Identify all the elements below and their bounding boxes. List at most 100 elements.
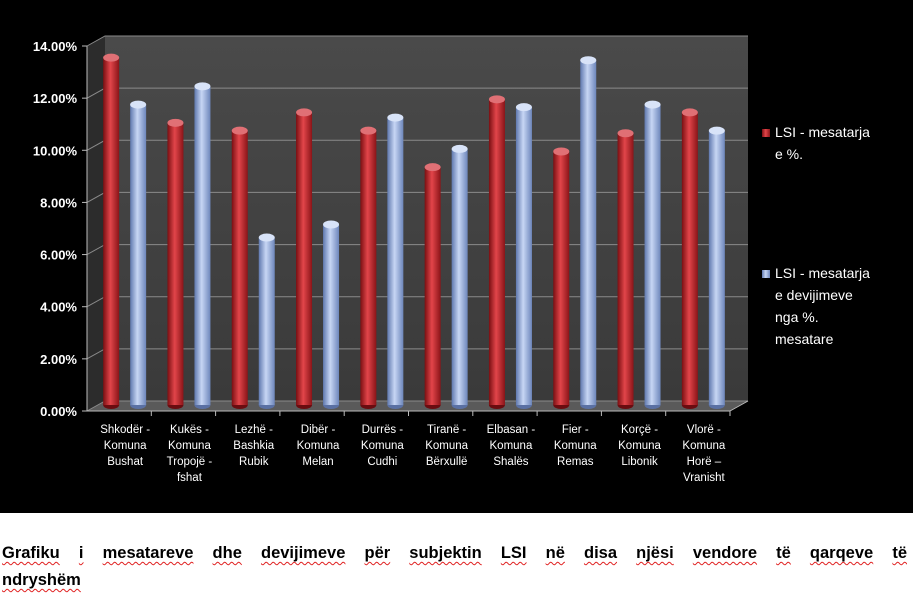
bar-chart: 0.00% 2.00% 4.00% 6.00% 8.00% 10.00% 12.00% 14.… bbox=[33, 35, 870, 484]
x-tick-label-line: Rubik bbox=[239, 456, 269, 468]
bar bbox=[167, 118, 184, 409]
caption-word: të bbox=[776, 544, 791, 562]
x-axis-depth bbox=[729, 400, 749, 412]
bar bbox=[130, 100, 147, 409]
x-tick-label-line: Melan bbox=[302, 456, 333, 468]
x-tick-label: Fier - Komuna Remas bbox=[554, 424, 597, 468]
x-tick-label-line: Komuna bbox=[554, 440, 597, 452]
bar bbox=[258, 233, 275, 409]
x-tick-label: Shkodër - Komuna Bushat bbox=[100, 424, 150, 468]
figure-caption: Grafiku i mesatareve dhe devijimeve për … bbox=[2, 540, 907, 594]
caption-word: Grafiku bbox=[2, 544, 60, 562]
x-tick-label-line: Tiranë - bbox=[427, 424, 466, 436]
x-tick-label-line: Horë – bbox=[687, 456, 722, 468]
plot-side-wall bbox=[87, 36, 105, 411]
caption-word: dhe bbox=[212, 544, 242, 562]
y-tick-label: 4.00% bbox=[40, 300, 77, 315]
y-tick-label: 6.00% bbox=[40, 248, 77, 263]
caption-word: për bbox=[364, 544, 391, 562]
bar bbox=[488, 95, 505, 409]
bar bbox=[360, 126, 377, 409]
caption-word: mesatareve bbox=[102, 544, 194, 562]
y-tick-label: 12.00% bbox=[33, 91, 78, 106]
x-tick-label-line: Komuna bbox=[104, 440, 147, 452]
legend-label-line: LSI - mesatarja bbox=[775, 124, 870, 140]
x-tick-label-line: Shalës bbox=[493, 456, 528, 468]
bar bbox=[323, 220, 340, 409]
caption-word: qarqeve bbox=[809, 544, 874, 562]
x-tick-label-line: Kukës - bbox=[170, 424, 209, 436]
x-tick-label-line: Komuna bbox=[425, 440, 468, 452]
x-tick-label-line: Vlorë - bbox=[687, 424, 721, 436]
bar bbox=[553, 147, 570, 409]
x-tick-label: Korçë - Komuna Libonik bbox=[618, 424, 661, 468]
x-tick-label-line: Komuna bbox=[297, 440, 340, 452]
x-tick-label-line: Shkodër - bbox=[100, 424, 150, 436]
y-tick-label: 2.00% bbox=[40, 352, 77, 367]
x-tick-label: Vlorë - Komuna Horë – Vranisht bbox=[682, 424, 725, 484]
gridline bbox=[86, 35, 748, 47]
legend-label-line: e devijimeve bbox=[775, 287, 853, 303]
x-tick-label-line: Libonik bbox=[621, 456, 658, 468]
bar bbox=[194, 82, 211, 409]
y-tick-label: 8.00% bbox=[40, 195, 77, 210]
legend-swatch bbox=[762, 270, 770, 278]
legend-label: LSI - mesatarja e devijimeve nga %. mesatar… bbox=[775, 265, 870, 347]
x-tick-label-line: Dibër - bbox=[301, 424, 336, 436]
caption-word: disa bbox=[583, 544, 618, 562]
caption-word: subjektin bbox=[409, 544, 482, 562]
x-tick-label-line: Komuna bbox=[682, 440, 725, 452]
x-tick-label: Kukës - Komuna Tropojë - fshat bbox=[167, 424, 213, 484]
caption-word: i bbox=[78, 544, 84, 562]
bar bbox=[451, 144, 468, 409]
x-tick-label-line: Bërxullë bbox=[426, 456, 468, 468]
bar bbox=[617, 129, 634, 409]
bar bbox=[103, 53, 120, 409]
y-tick-label: 10.00% bbox=[33, 143, 78, 158]
x-tick-label-line: Tropojë - bbox=[167, 456, 213, 468]
x-tick-label: Tiranë - Komuna Bërxullë bbox=[425, 424, 468, 468]
legend-swatch bbox=[762, 129, 770, 137]
x-tick-label-line: Durrës - bbox=[362, 424, 404, 436]
bar bbox=[424, 163, 441, 409]
bar bbox=[681, 108, 698, 409]
legend-label-line: LSI - mesatarja bbox=[775, 265, 870, 281]
x-tick-label-line: Vranisht bbox=[683, 472, 726, 484]
legend-label-line: mesatare bbox=[775, 331, 834, 347]
x-tick-label: Dibër - Komuna Melan bbox=[297, 424, 340, 468]
x-tick-label: Durrës - Komuna Cudhi bbox=[361, 424, 404, 468]
caption-word: LSI bbox=[500, 544, 527, 562]
x-tick-label-line: Fier - bbox=[562, 424, 589, 436]
x-tick-label-line: Komuna bbox=[168, 440, 211, 452]
caption-word: devijimeve bbox=[260, 544, 346, 562]
bar bbox=[296, 108, 313, 409]
x-tick-label-line: Korçë - bbox=[621, 424, 658, 436]
x-tick-label: Elbasan - Komuna Shalës bbox=[487, 424, 536, 468]
x-tick-label-line: Lezhë - bbox=[235, 424, 274, 436]
caption-word: njësi bbox=[636, 544, 674, 562]
x-tick-label-line: Cudhi bbox=[367, 456, 397, 468]
x-tick-label-line: fshat bbox=[177, 472, 203, 484]
caption-word: vendore bbox=[692, 544, 758, 562]
bar bbox=[231, 126, 248, 409]
caption-word: të bbox=[892, 544, 907, 562]
x-tick-label-line: Elbasan - bbox=[487, 424, 536, 436]
bar bbox=[580, 56, 597, 409]
y-tick-label: 14.00% bbox=[33, 39, 78, 54]
caption-word: në bbox=[545, 544, 565, 562]
x-tick-label-line: Komuna bbox=[490, 440, 533, 452]
legend-label-line: nga %. bbox=[775, 309, 819, 325]
bar bbox=[515, 103, 532, 409]
x-tick-label-line: Komuna bbox=[618, 440, 661, 452]
bar bbox=[708, 126, 725, 409]
x-tick-label-line: Bashkia bbox=[233, 440, 275, 452]
legend-label-line: e %. bbox=[775, 146, 803, 162]
x-tick-label: Lezhë - Bashkia Rubik bbox=[233, 424, 275, 468]
legend-label: LSI - mesatarja e %. bbox=[775, 124, 870, 162]
caption-line-2: ndryshëm bbox=[2, 571, 81, 589]
y-tick-label: 0.00% bbox=[40, 404, 77, 419]
x-tick-label-line: Bushat bbox=[107, 456, 144, 468]
bar bbox=[387, 113, 404, 409]
x-tick-label-line: Remas bbox=[557, 456, 594, 468]
x-tick-label-line: Komuna bbox=[361, 440, 404, 452]
